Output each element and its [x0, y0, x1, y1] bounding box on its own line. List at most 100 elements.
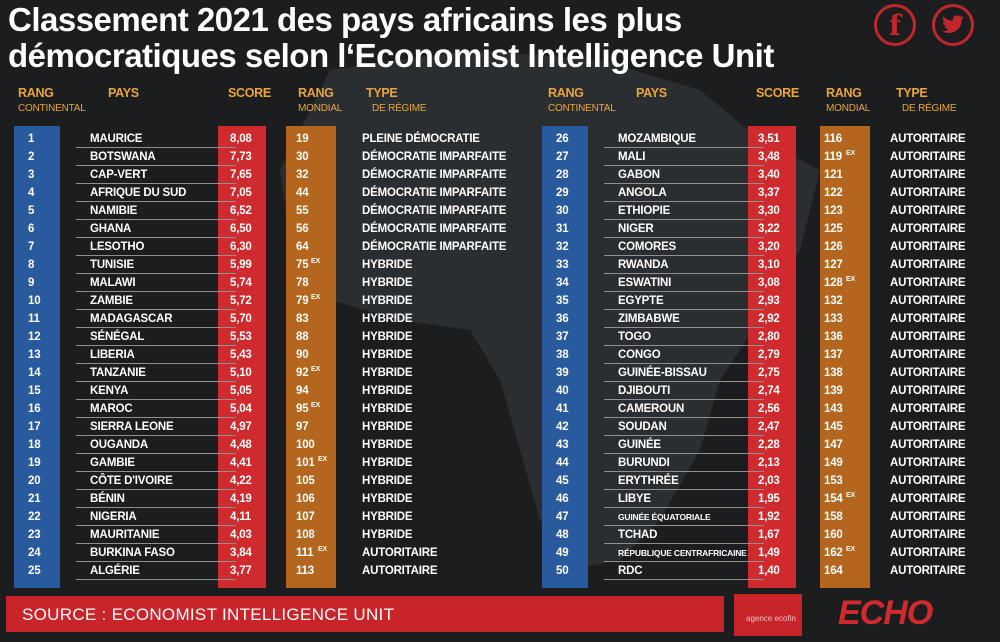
country-cell: NIGERIA — [90, 511, 137, 523]
table-row: 23 MAURITANIE 4,03 108 HYBRIDE — [14, 526, 484, 544]
row-divider — [604, 309, 764, 310]
world-rank-cell: 153 — [824, 475, 843, 487]
rank-cell: 31 — [556, 223, 569, 235]
rank-column-bar — [542, 126, 588, 588]
row-divider — [604, 489, 764, 490]
row-divider — [604, 147, 764, 148]
row-divider — [604, 183, 764, 184]
regime-type-cell: AUTORITAIRE — [890, 529, 966, 541]
regime-type-cell: HYBRIDE — [362, 277, 413, 289]
regime-type-cell: AUTORITAIRE — [890, 151, 966, 163]
world-rank-cell: 79 — [296, 295, 309, 307]
table-row: 26 MOZAMBIQUE 3,51 116 AUTORITAIRE — [542, 130, 1000, 148]
country-cell: COMORES — [618, 241, 677, 253]
ex-marker: EX — [846, 546, 855, 553]
country-cell: MAURITANIE — [90, 529, 160, 541]
country-cell: CAMEROUN — [618, 403, 685, 415]
country-cell: MOZAMBIQUE — [618, 133, 696, 145]
regime-type-cell: AUTORITAIRE — [890, 421, 966, 433]
row-divider — [604, 435, 764, 436]
world-rank-cell: 101 — [296, 457, 315, 469]
rank-cell: 42 — [556, 421, 569, 433]
row-divider — [76, 237, 236, 238]
rank-cell: 45 — [556, 475, 569, 487]
rank-cell: 28 — [556, 169, 569, 181]
title-line-1: Classement 2021 des pays africains les p… — [8, 1, 682, 38]
regime-type-cell: HYBRIDE — [362, 385, 413, 397]
header-type-regime: TYPE DE RÉGIME — [366, 86, 427, 114]
score-cell: 1,40 — [758, 565, 780, 577]
regime-type-cell: AUTORITAIRE — [890, 439, 966, 451]
table-row: 47 GUINÉE ÉQUATORIALE 1,92 158 AUTORITAIRE — [542, 508, 1000, 526]
world-rank-cell: 83 — [296, 313, 309, 325]
rank-cell: 20 — [28, 475, 41, 487]
rank-cell: 24 — [28, 547, 41, 559]
table-row: 42 SOUDAN 2,47 145 AUTORITAIRE — [542, 418, 1000, 436]
table-row: 21 BÉNIN 4,19 106 HYBRIDE — [14, 490, 484, 508]
twitter-icon[interactable] — [932, 4, 974, 46]
facebook-icon[interactable]: f — [874, 4, 916, 46]
country-cell: RÉPUBLIQUE CENTRAFRICAINE — [618, 548, 747, 558]
world-rank-cell: 128 — [824, 277, 843, 289]
score-cell: 4,41 — [230, 457, 252, 469]
row-divider — [604, 237, 764, 238]
table-row: 25 ALGÉRIE 3,77 113 AUTORITAIRE — [14, 562, 484, 580]
row-divider — [604, 417, 764, 418]
world-rank-cell: 158 — [824, 511, 843, 523]
regime-type-cell: HYBRIDE — [362, 421, 413, 433]
regime-type-cell: HYBRIDE — [362, 331, 413, 343]
world-rank-column-bar — [820, 126, 870, 588]
score-cell: 5,72 — [230, 295, 252, 307]
score-cell: 5,04 — [230, 403, 252, 415]
score-cell: 4,22 — [230, 475, 252, 487]
country-cell: MADAGASCAR — [90, 313, 173, 325]
regime-type-cell: DÉMOCRATIE IMPARFAITE — [362, 241, 507, 253]
table-row: 28 GABON 3,40 121 AUTORITAIRE — [542, 166, 1000, 184]
country-cell: GHANA — [90, 223, 132, 235]
score-cell: 5,99 — [230, 259, 252, 271]
regime-type-cell: HYBRIDE — [362, 367, 413, 379]
score-cell: 1,92 — [758, 511, 780, 523]
rank-cell: 50 — [556, 565, 569, 577]
table-row: 36 ZIMBABWE 2,92 133 AUTORITAIRE — [542, 310, 1000, 328]
regime-type-cell: DÉMOCRATIE IMPARFAITE — [362, 223, 507, 235]
country-cell: GUINÉE ÉQUATORIALE — [618, 512, 711, 522]
rank-cell: 12 — [28, 331, 41, 343]
score-cell: 3,30 — [758, 205, 780, 217]
country-cell: LESOTHO — [90, 241, 145, 253]
header-score-right: SCORE — [756, 86, 799, 100]
table-row: 27 MALI 3,48 119 EX AUTORITAIRE — [542, 148, 1000, 166]
country-cell: BÉNIN — [90, 493, 125, 505]
score-cell: 6,30 — [230, 241, 252, 253]
rank-cell: 13 — [28, 349, 41, 361]
country-cell: ESWATINI — [618, 277, 672, 289]
table-row: 15 KENYA 5,05 94 HYBRIDE — [14, 382, 484, 400]
rank-cell: 5 — [28, 205, 35, 217]
table-row: 1 MAURICE 8,08 19 PLEINE DÉMOCRATIE — [14, 130, 484, 148]
world-rank-cell: 145 — [824, 421, 843, 433]
world-rank-cell: 116 — [824, 133, 842, 145]
ranking-table-left: 1 MAURICE 8,08 19 PLEINE DÉMOCRATIE 2 BOTSWANA… — [14, 126, 506, 588]
score-cell: 3,37 — [758, 187, 780, 199]
world-rank-cell: 30 — [296, 151, 309, 163]
row-divider — [604, 201, 764, 202]
score-cell: 5,74 — [230, 277, 252, 289]
country-cell: LIBERIA — [90, 349, 135, 361]
header-rang-mondial-right: RANG MONDIAL — [826, 86, 871, 114]
row-divider — [604, 165, 764, 166]
header-type-regime-right: TYPE DE RÉGIME — [896, 86, 957, 114]
rank-cell: 48 — [556, 529, 569, 541]
table-row: 46 LIBYE 1,95 154 EX AUTORITAIRE — [542, 490, 1000, 508]
rank-cell: 30 — [556, 205, 569, 217]
regime-type-cell: AUTORITAIRE — [890, 313, 966, 325]
regime-type-cell: AUTORITAIRE — [890, 511, 966, 523]
world-rank-cell: 78 — [296, 277, 309, 289]
table-row: 48 TCHAD 1,67 160 AUTORITAIRE — [542, 526, 1000, 544]
rank-cell: 21 — [28, 493, 41, 505]
table-row: 2 BOTSWANA 7,73 30 DÉMOCRATIE IMPARFAITE — [14, 148, 506, 166]
country-cell: CONGO — [618, 349, 661, 361]
country-cell: DJIBOUTI — [618, 385, 671, 397]
score-cell: 5,43 — [230, 349, 252, 361]
score-cell: 1,49 — [758, 547, 780, 559]
country-cell: TCHAD — [618, 529, 658, 541]
